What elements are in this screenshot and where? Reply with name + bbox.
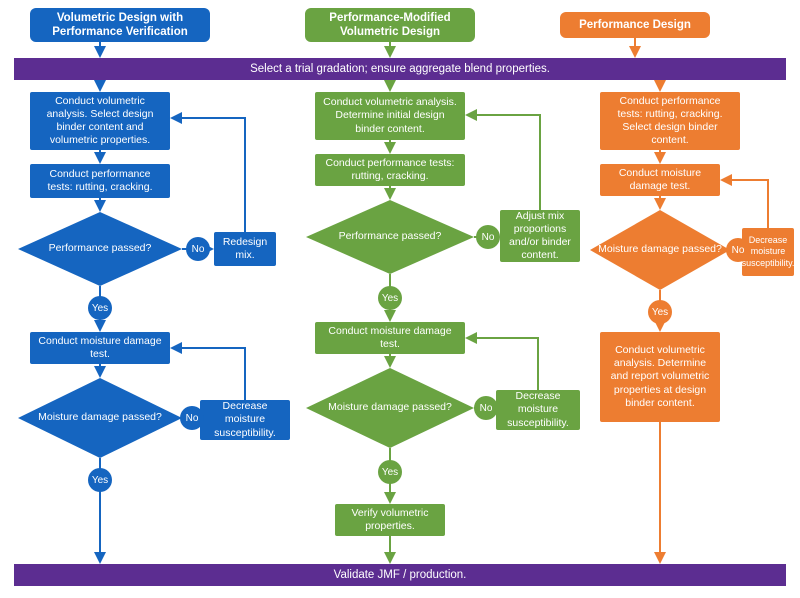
blue-d2-label: Moisture damage passed? bbox=[38, 411, 162, 424]
blue-d1-yes: Yes bbox=[88, 296, 112, 320]
header-blue: Volumetric Design with Performance Verif… bbox=[30, 8, 210, 42]
header-green: Performance-Modified Volumetric Design bbox=[305, 8, 475, 42]
green-d2-no: No bbox=[474, 396, 498, 420]
green-r1: Adjust mix proportions and/or binder con… bbox=[500, 210, 580, 262]
green-d2: Moisture damage passed? bbox=[306, 368, 474, 448]
green-d2-yes: Yes bbox=[378, 460, 402, 484]
blue-d2-yes: Yes bbox=[88, 468, 112, 492]
green-d2-label: Moisture damage passed? bbox=[328, 401, 452, 414]
green-b4: Verify volumetric properties. bbox=[335, 504, 445, 536]
blue-b1: Conduct volumetric analysis. Select desi… bbox=[30, 92, 170, 150]
orange-d1: Moisture damage passed? bbox=[590, 210, 730, 290]
green-d1-label: Performance passed? bbox=[339, 230, 442, 243]
orange-d1-no: No bbox=[726, 238, 750, 262]
blue-b3: Conduct moisture damage test. bbox=[30, 332, 170, 364]
green-d1-no: No bbox=[476, 225, 500, 249]
green-d1: Performance passed? bbox=[306, 200, 474, 274]
green-b1: Conduct volumetric analysis. Determine i… bbox=[315, 92, 465, 140]
orange-b3: Conduct volumetric analysis. Determine a… bbox=[600, 332, 720, 422]
blue-d2-no: No bbox=[180, 406, 204, 430]
orange-d1-label: Moisture damage passed? bbox=[598, 243, 722, 256]
blue-d1: Performance passed? bbox=[18, 212, 182, 286]
green-b2: Conduct performance tests: rutting, crac… bbox=[315, 154, 465, 186]
orange-b1: Conduct performance tests: rutting, crac… bbox=[600, 92, 740, 150]
green-r2: Decrease moisture susceptibility. bbox=[496, 390, 580, 430]
orange-d1-yes: Yes bbox=[648, 300, 672, 324]
blue-d1-label: Performance passed? bbox=[49, 242, 152, 255]
blue-r1: Redesign mix. bbox=[214, 232, 276, 266]
green-d1-yes: Yes bbox=[378, 286, 402, 310]
orange-b2: Conduct moisture damage test. bbox=[600, 164, 720, 196]
bar-bottom: Validate JMF / production. bbox=[14, 564, 786, 586]
blue-d2: Moisture damage passed? bbox=[18, 378, 182, 458]
bar-top: Select a trial gradation; ensure aggrega… bbox=[14, 58, 786, 80]
header-orange: Performance Design bbox=[560, 12, 710, 38]
blue-b2: Conduct performance tests: rutting, crac… bbox=[30, 164, 170, 198]
blue-r2: Decrease moisture susceptibility. bbox=[200, 400, 290, 440]
green-b3: Conduct moisture damage test. bbox=[315, 322, 465, 354]
blue-d1-no: No bbox=[186, 237, 210, 261]
